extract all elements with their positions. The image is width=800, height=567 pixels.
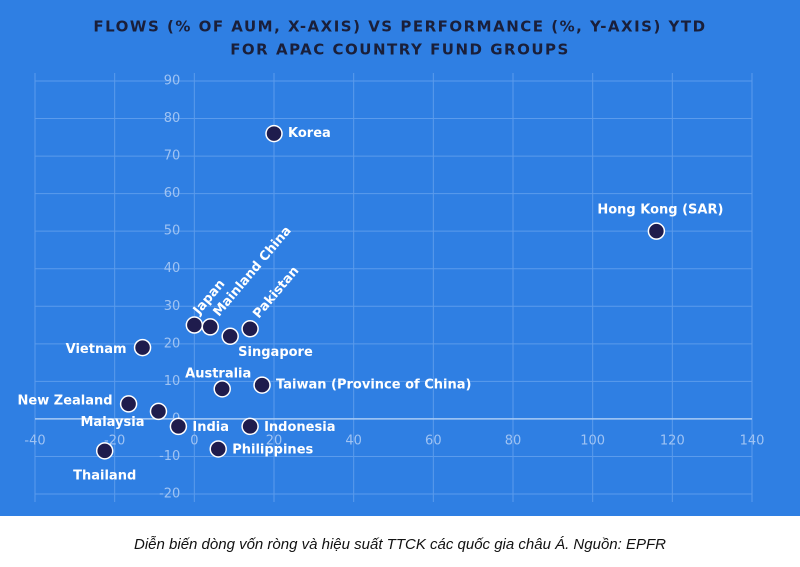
data-point xyxy=(221,327,239,346)
point-label: India xyxy=(192,420,229,435)
data-point xyxy=(253,376,271,394)
data-point xyxy=(213,380,231,398)
y-tick-label: 10 xyxy=(164,374,181,389)
data-point xyxy=(241,320,259,338)
chart-title: FLOWS (% OF AUM, X-AXIS) VS PERFORMANCE … xyxy=(93,18,706,36)
data-point xyxy=(95,442,114,460)
y-tick-label: 80 xyxy=(164,111,181,126)
point-label: Korea xyxy=(288,126,331,141)
data-point xyxy=(209,440,227,458)
point-label: Philippines xyxy=(232,442,313,457)
point-label: Singapore xyxy=(238,345,313,360)
point-label: Indonesia xyxy=(264,420,335,435)
point-label: Vietnam xyxy=(66,342,127,357)
data-point xyxy=(149,402,168,421)
data-point xyxy=(265,124,283,143)
y-tick-label: -10 xyxy=(159,449,180,464)
x-tick-label: 60 xyxy=(425,433,442,448)
caption: Diễn biến dòng vốn ròng và hiệu suất TTC… xyxy=(134,536,666,553)
y-tick-label: 90 xyxy=(164,74,181,89)
x-tick-label: 40 xyxy=(345,433,362,448)
data-point xyxy=(647,222,666,240)
x-tick-label: 0 xyxy=(190,433,198,448)
y-tick-label: 40 xyxy=(164,261,181,276)
point-label: Australia xyxy=(185,366,251,381)
data-point xyxy=(185,316,204,334)
x-tick-label: -40 xyxy=(24,433,45,448)
point-label: New Zealand xyxy=(18,393,113,408)
x-tick-label: 140 xyxy=(740,433,765,448)
point-label: Hong Kong (SAR) xyxy=(597,203,723,218)
point-label: Thailand xyxy=(73,468,136,483)
y-tick-label: 60 xyxy=(164,186,181,201)
chart-title: FOR APAC COUNTRY FUND GROUPS xyxy=(230,41,570,59)
y-tick-label: 20 xyxy=(164,336,181,351)
y-tick-label: -20 xyxy=(159,487,180,502)
chart-background xyxy=(0,0,800,516)
data-point xyxy=(241,417,259,436)
x-tick-label: 80 xyxy=(505,433,522,448)
y-tick-label: 50 xyxy=(164,224,181,239)
x-tick-label: 20 xyxy=(266,433,283,448)
data-point xyxy=(133,338,152,357)
point-label: Taiwan (Province of China) xyxy=(276,378,471,393)
chart: FLOWS (% OF AUM, X-AXIS) VS PERFORMANCE … xyxy=(0,0,800,516)
point-label: Malaysia xyxy=(80,415,144,430)
x-tick-label: 100 xyxy=(580,433,605,448)
data-point xyxy=(119,395,138,413)
x-tick-label: 120 xyxy=(660,433,685,448)
y-tick-label: 30 xyxy=(164,299,181,314)
data-point xyxy=(169,417,188,436)
y-tick-label: 70 xyxy=(164,149,181,164)
data-point xyxy=(201,318,220,336)
